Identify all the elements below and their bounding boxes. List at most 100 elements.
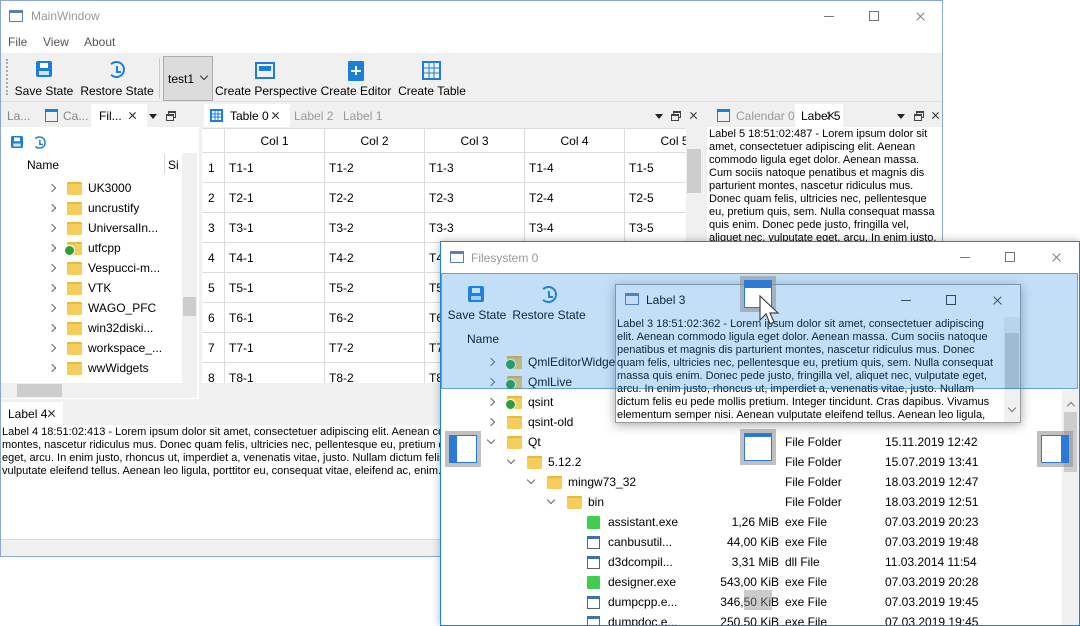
table-cell[interactable]: T5-1 (225, 273, 325, 303)
row-header[interactable]: 1 (202, 153, 225, 183)
toolbar-button-label: Create Editor (320, 84, 392, 98)
close-button[interactable] (915, 11, 926, 22)
row-header[interactable]: 3 (202, 213, 225, 243)
file-type: exe File (785, 535, 828, 549)
column-header[interactable]: Col 4 (525, 129, 625, 153)
table-cell[interactable]: T5-2 (325, 273, 425, 303)
row-header[interactable]: 4 (202, 243, 225, 273)
menu-item[interactable]: View (43, 35, 69, 49)
table-cell[interactable]: T2-2 (325, 183, 425, 213)
table-cell[interactable]: T3-3 (425, 213, 525, 243)
tab[interactable]: Label 2 (294, 109, 334, 123)
tab[interactable]: La... (7, 109, 31, 123)
scrollbar-thumb[interactable] (17, 384, 62, 397)
table-cell[interactable]: T6-2 (325, 303, 425, 333)
table-cell[interactable]: T1-3 (425, 153, 525, 183)
toolbar-separator (159, 58, 160, 98)
menu-item[interactable]: File (8, 35, 28, 49)
save-icon-slot (14, 137, 20, 142)
close-button[interactable] (128, 111, 137, 120)
table-cell[interactable]: T3-2 (325, 213, 425, 243)
tab-menu-button[interactable] (897, 114, 905, 119)
column-header[interactable]: Col 2 (325, 129, 425, 153)
tab-menu-button[interactable] (655, 114, 663, 119)
column-header[interactable]: Col 1 (225, 129, 325, 153)
close-button[interactable] (47, 409, 56, 418)
float-button[interactable] (914, 111, 924, 121)
maximize-button[interactable] (1005, 252, 1015, 262)
file-date: 11.03.2014 11:54 (885, 555, 977, 569)
drop-indicator[interactable] (1037, 431, 1073, 467)
row-header[interactable]: 6 (202, 303, 225, 333)
perspective-combo[interactable]: test1 (163, 56, 213, 101)
row-header[interactable]: 2 (202, 183, 225, 213)
tab-menu-button[interactable] (149, 114, 157, 119)
table-cell[interactable]: T3-5 (625, 213, 686, 243)
row-header[interactable]: 7 (202, 333, 225, 363)
close-button[interactable] (689, 111, 698, 120)
tab-active[interactable] (1, 402, 63, 425)
file-name: qsint (528, 395, 554, 409)
left-dock: La... Ca... Fil... Name Si UK3000 uncrustify Un… (1, 104, 199, 399)
table-cell[interactable]: T2-3 (425, 183, 525, 213)
close-button[interactable] (931, 111, 940, 120)
float-button[interactable] (671, 111, 681, 121)
column-header[interactable]: Si (168, 158, 179, 172)
close-button[interactable] (271, 111, 280, 120)
tab-active[interactable] (204, 104, 290, 127)
tab-active[interactable] (795, 104, 843, 127)
file-date: 07.03.2019 20:23 (885, 515, 979, 529)
table-cell[interactable]: T3-4 (525, 213, 625, 243)
tab-active[interactable] (91, 104, 147, 127)
float-button[interactable] (166, 111, 176, 121)
drop-indicator[interactable] (740, 429, 776, 465)
table-cell[interactable]: T4-2 (325, 243, 425, 273)
minimize-button[interactable] (960, 257, 970, 258)
column-header[interactable]: Name (27, 158, 60, 172)
restore-icon (33, 136, 46, 149)
scrollbar-thumb[interactable] (1005, 333, 1019, 389)
column-header[interactable]: Col 3 (425, 129, 525, 153)
table-cell[interactable]: T7-1 (225, 333, 325, 363)
menu-item[interactable]: About (84, 35, 116, 49)
file-name: mingw73_32 (568, 475, 637, 489)
table-cell[interactable]: T1-2 (325, 153, 425, 183)
file-name: qsint-old (528, 415, 574, 429)
tab[interactable]: Label 1 (343, 109, 383, 123)
maximize-button[interactable] (946, 295, 956, 305)
row-header[interactable]: 5 (202, 273, 225, 303)
calendar-icon (717, 109, 730, 122)
column-header[interactable]: Name (467, 332, 500, 346)
minimize-button[interactable] (824, 16, 834, 17)
table-cell[interactable]: T1-1 (225, 153, 325, 183)
tab-label: Label 5 (801, 109, 841, 123)
minimize-button[interactable] (901, 300, 911, 301)
float-square (166, 114, 174, 121)
drop-indicator-bar (745, 434, 771, 437)
column-header[interactable]: Col 5 (625, 129, 686, 153)
drop-indicator[interactable] (445, 431, 481, 467)
table-cell[interactable]: T6-1 (225, 303, 325, 333)
maximize-button[interactable] (869, 11, 879, 21)
scrollbar-thumb[interactable] (687, 149, 701, 193)
tree-item-label: WAGO_PFC (88, 301, 157, 315)
file-name: designer.exe (608, 575, 677, 589)
table-cell[interactable]: T2-4 (525, 183, 625, 213)
window-icon (9, 10, 23, 22)
close-button[interactable] (826, 111, 835, 120)
file-date: 15.11.2019 12:42 (885, 435, 978, 449)
table-cell[interactable]: T3-1 (225, 213, 325, 243)
scrollbar-thumb[interactable] (183, 297, 196, 316)
folder-icon (547, 476, 562, 489)
tab[interactable]: Calendar 0 (736, 109, 795, 123)
table-cell[interactable]: T2-5 (625, 183, 686, 213)
folder-icon (67, 302, 82, 315)
table-cell[interactable]: T1-4 (525, 153, 625, 183)
folder-icon (527, 456, 542, 469)
table-cell[interactable]: T7-2 (325, 333, 425, 363)
table-cell[interactable]: T4-1 (225, 243, 325, 273)
table-cell[interactable]: T1-5 (625, 153, 686, 183)
table-cell[interactable]: T2-1 (225, 183, 325, 213)
close-button[interactable] (1051, 252, 1062, 263)
header-corner (202, 129, 225, 153)
